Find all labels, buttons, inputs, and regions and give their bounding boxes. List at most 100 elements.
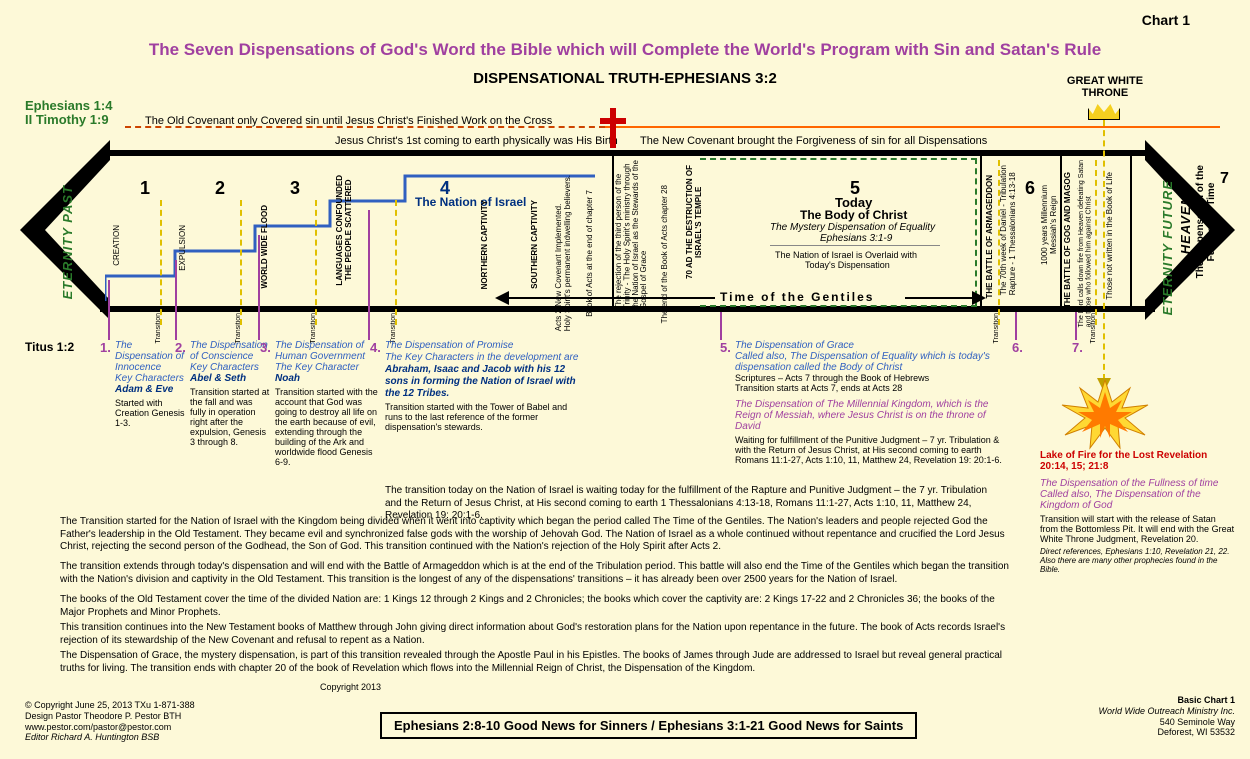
yline-3 [315, 200, 317, 325]
yline-5 [998, 160, 1000, 325]
cl-b: Design Pastor Theodore P. Pestor BTH [25, 711, 195, 722]
para-0: The Transition started for the Nation of… [60, 516, 1020, 554]
yline-1 [160, 200, 162, 325]
d7-body: Transition will start with the release o… [1040, 514, 1235, 544]
ref-tim: II Timothy 1:9 [25, 112, 109, 127]
chart-label: Chart 1 [1142, 12, 1190, 28]
v-booklife: Those not written in the Book of Life [1105, 172, 1114, 300]
para-2: The books of the Old Testament cover the… [60, 594, 1020, 619]
vline-cross [612, 156, 614, 306]
d6-num: 6. [1012, 340, 1023, 355]
d5-wait: Waiting for fulfillment of the Punitive … [735, 435, 1005, 465]
fr-d: Deforest, WI 53532 [1075, 727, 1235, 738]
cl-a: © Copyright June 25, 2013 TXu 1-871-388 [25, 700, 195, 711]
d1-key: Key Characters [115, 373, 190, 384]
v-expulsion: EXPULSION [178, 225, 187, 271]
d1-body: Started with Creation Genesis 1-3. [115, 398, 190, 428]
vline-end [1130, 156, 1132, 306]
para-3: This transition continues into the New T… [60, 622, 1020, 647]
d4-body: Transition started with the Tower of Bab… [385, 402, 585, 432]
great-white-throne-label: GREAT WHITE THRONE [1055, 75, 1155, 99]
tg-line-l [505, 297, 715, 299]
v-southern: SOUTHERN CAPTIVITY [530, 200, 539, 289]
tg-arrow-r [972, 291, 986, 305]
pline-4 [368, 210, 370, 340]
nation-israel: The Nation of Israel [415, 195, 526, 209]
pline-1 [108, 280, 110, 340]
v-millennium: 1000 years Millennium Messiah's Reign [1040, 185, 1058, 265]
d1-num: 1. [100, 340, 111, 355]
fr-b: World Wide Outreach Ministry Inc. [1075, 706, 1235, 717]
num-7: 7 [1220, 170, 1229, 188]
trans-1: Transition [155, 313, 162, 343]
v-gogmagog: THE BATTLE OF GOG AND MAGOG [1063, 172, 1072, 308]
eternity-past: ETERNITY PAST [60, 185, 75, 299]
trans-5: Transition [993, 313, 1000, 343]
time-gentiles: Time of the Gentiles [720, 290, 874, 304]
d4-key: The Key Characters in the development ar… [385, 352, 578, 363]
disp7-a: The Dispensation of the [1195, 165, 1206, 278]
vline-arm [980, 156, 982, 306]
d3-char: Noah [275, 373, 380, 384]
pline-3 [258, 235, 260, 340]
num-2: 2 [215, 178, 225, 199]
pline-2 [175, 260, 177, 340]
v-70week: The 70th week of Daniel - Tribulation Ra… [1000, 165, 1018, 295]
cl-d: Editor Richard A. Huntington BSB [25, 732, 159, 742]
d5-mil: The Dispensation of The Millennial Kingd… [735, 399, 1005, 432]
old-cov-line [125, 126, 605, 128]
disp7-b: Fullness of Time [1206, 182, 1217, 261]
d2-block: The Dispensation of Conscience Key Chara… [190, 340, 270, 447]
pline-5 [720, 312, 722, 340]
yline-6 [1095, 160, 1097, 325]
d5-sub: Called also, The Dispensation of Equalit… [735, 351, 1005, 373]
copyright-left: © Copyright June 25, 2013 TXu 1-871-388 … [25, 700, 195, 743]
d5-num: 5. [720, 340, 731, 355]
d7-num: 7. [1072, 340, 1083, 355]
num-6: 6 [1025, 178, 1035, 199]
d3-body: Transition started with the account that… [275, 387, 380, 467]
main-title: The Seven Dispensations of God's Word th… [0, 40, 1250, 60]
d3-num: 3. [260, 340, 271, 355]
d4-title: The Dispensation of Promise [385, 340, 585, 351]
v-northern: NORTHERN CAPTIVITY [480, 200, 489, 289]
titus-ref: Titus 1:2 [25, 340, 74, 354]
vline-gog [1060, 156, 1062, 306]
yline-2 [240, 200, 242, 325]
d2-title: The Dispensation of Conscience [190, 340, 270, 362]
footer-box: Ephesians 2:8-10 Good News for Sinners /… [380, 712, 917, 739]
num-3: 3 [290, 178, 300, 199]
v-endacts28: The end of the Book of Acts chapter 28 [660, 185, 669, 323]
v-armageddon: THE BATTLE OF ARMAGEDDON [985, 175, 994, 299]
d2-char: Abel & Seth [190, 373, 270, 384]
v-acts2: Acts 2 New Covenant Implemented. Holy Sp… [555, 175, 573, 331]
cross-icon [600, 108, 626, 148]
d5-scr: Scriptures – Acts 7 through the Book of … [735, 373, 1005, 383]
d5-trans: Transition starts at Acts 7, ends at Act… [735, 383, 1005, 393]
d7-sub: Called also, The Dispensation of the Kin… [1040, 489, 1235, 511]
d2-num: 2. [175, 340, 186, 355]
num-1: 1 [140, 178, 150, 199]
v-rejection: The rejection of the third person of the… [615, 160, 649, 309]
tg-arrow-l [495, 291, 509, 305]
d3-key: The Key Character [275, 362, 380, 373]
disp7-vert: The Dispensation of the Fullness of Time [1195, 165, 1217, 278]
d7-title: The Dispensation of the Fullness of time [1040, 478, 1235, 489]
d4-char: Abraham, Isaac and Jacob with his 12 son… [385, 364, 576, 399]
copyright-mid: Copyright 2013 [320, 682, 381, 692]
fire-icon [1060, 380, 1150, 450]
para-4: The Dispensation of Grace, the mystery d… [60, 650, 1020, 675]
v-lordfire: The Lord calls down fire from Heaven def… [1078, 160, 1093, 327]
heaven-label: HEAVEN [1178, 195, 1193, 254]
trans-4: Transition [390, 313, 397, 343]
tg-line-r [905, 297, 975, 299]
v-temple70: 70 AD THE DESTRUCTION OF ISRAEL'S TEMPLE [685, 165, 703, 279]
d4-block: The Dispensation of Promise The Key Char… [385, 340, 585, 432]
trans-3: Transition [310, 313, 317, 343]
d5-title: The Dispensation of Grace [735, 340, 1005, 351]
d1-char: Adam & Eve [115, 384, 190, 395]
green-dash-box [700, 158, 977, 307]
eternity-future: ETERNITY FUTURE [1160, 180, 1175, 315]
d2-key: Key Characters [190, 362, 270, 373]
v-languages: LANGUAGES CONFOUNDED THE PEOPLE SCATTERE… [335, 175, 353, 286]
